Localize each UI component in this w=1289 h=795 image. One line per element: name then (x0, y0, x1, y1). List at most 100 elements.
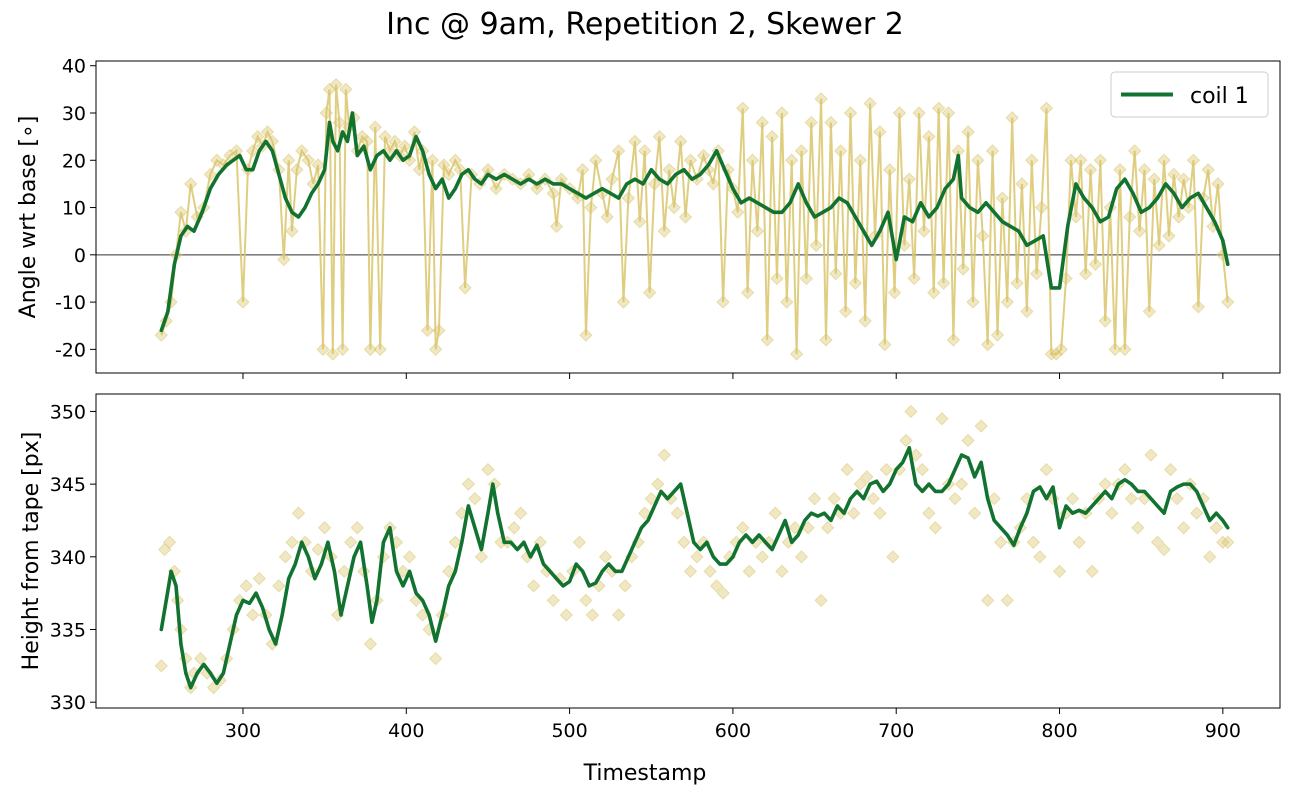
angle-raw-point (420, 323, 435, 338)
angle-raw-point (912, 106, 926, 120)
angle-smoothed-series-line (159, 111, 1230, 333)
height-raw-point (1203, 550, 1217, 564)
angle-raw-point (858, 314, 872, 328)
height-raw-point (899, 433, 913, 448)
height-raw-point (954, 477, 969, 491)
height-plot-frame (95, 393, 1281, 709)
angle-raw-point (966, 295, 980, 309)
legend-box (1110, 71, 1269, 118)
angle-raw-point (873, 125, 887, 139)
height-raw-point (974, 419, 988, 433)
height-raw-point (513, 506, 528, 520)
angle-raw-point (1020, 304, 1034, 319)
height-y-tick-label: 350 (50, 401, 86, 423)
angle-raw-point (1064, 153, 1078, 167)
height-raw-point (1163, 462, 1178, 477)
angle-raw-point (1142, 304, 1157, 319)
height-x-tick-label: 900 (1205, 720, 1241, 742)
height-raw-point (246, 608, 260, 622)
height-raw-point (481, 462, 495, 477)
height-raw-point (442, 564, 456, 579)
height-raw-point (670, 506, 685, 520)
height-raw-point (572, 535, 587, 549)
height-raw-point (794, 550, 809, 564)
height-raw-point (278, 550, 293, 564)
angle-y-tick-label: -20 (55, 339, 86, 361)
angle-raw-point (605, 172, 619, 186)
height-raw-point (935, 412, 949, 426)
height-raw-point (1124, 491, 1139, 506)
height-x-tick-label: 400 (388, 720, 424, 742)
height-raw-point (886, 550, 900, 564)
angle-raw-point (892, 106, 907, 120)
height-raw-point (461, 477, 476, 491)
angle-raw-point (1088, 257, 1103, 271)
height-raw-point (1033, 550, 1047, 564)
angle-raw-point (319, 106, 333, 120)
angle-raw-point (902, 172, 916, 186)
angle-raw-point (236, 295, 250, 309)
angle-raw-point (633, 215, 647, 229)
angle-raw-point (784, 153, 799, 167)
height-raw-point (716, 586, 730, 600)
height-raw-point (742, 564, 756, 579)
height-raw-point (1000, 593, 1014, 608)
height-x-tick-label: 500 (551, 720, 587, 742)
angle-raw-point (1167, 167, 1181, 182)
height-raw-point (598, 550, 613, 564)
height-raw-point (980, 593, 995, 608)
height-raw-point (651, 477, 665, 491)
angle-raw-point (922, 129, 936, 144)
angle-raw-point (174, 205, 188, 219)
height-raw-point (820, 521, 835, 535)
height-raw-point (922, 506, 936, 520)
height-raw-point (683, 564, 698, 579)
angle-raw-point (246, 144, 260, 158)
legend-entry-coil-1: coil 1 (1190, 84, 1249, 109)
angle-raw-point (907, 271, 921, 286)
angle-raw-point (799, 271, 814, 286)
angle-raw-point (971, 153, 985, 167)
height-raw-point (507, 521, 521, 535)
height-raw-point (1052, 564, 1067, 579)
legend: coil 1 (1110, 71, 1269, 118)
angle-raw-point (667, 200, 681, 215)
angle-raw-point (530, 181, 544, 196)
height-raw-point (1157, 542, 1171, 557)
angle-raw-point (863, 96, 877, 111)
angle-raw-point (448, 153, 462, 167)
height-raw-point (1190, 506, 1204, 520)
figure-title: Inc @ 9am, Repetition 2, Skewer 2 (386, 7, 904, 42)
height-raw-point (904, 404, 918, 419)
height-raw-point (847, 506, 861, 520)
height-raw-point (677, 535, 691, 549)
angle-raw-point (1078, 267, 1093, 281)
height-raw-point (585, 608, 600, 622)
angle-raw-point (1054, 342, 1068, 357)
angle-raw-point (378, 129, 392, 144)
angle-raw-point (936, 276, 951, 290)
angle-raw-point (716, 295, 730, 309)
height-raw-point (915, 462, 930, 477)
angle-raw-point (1000, 295, 1014, 309)
height-raw-point (736, 521, 750, 535)
angle-raw-point (736, 101, 750, 115)
height-raw-point (291, 506, 306, 520)
angle-y-tick-label: 20 (62, 150, 86, 172)
height-panel: 300 400 500 600 700 800 900 330 335 340 345 350 Hei… (19, 393, 1281, 742)
angle-raw-point (1123, 210, 1137, 224)
height-raw-point (879, 462, 894, 477)
angle-raw-point (332, 115, 347, 130)
height-raw-point (1150, 535, 1165, 549)
angle-raw-point (203, 167, 218, 182)
angle-plot-frame (95, 60, 1281, 374)
angle-raw-point (995, 191, 1010, 205)
angle-raw-point (295, 144, 309, 158)
angle-raw-point (428, 342, 443, 357)
angle-raw-point (1127, 144, 1142, 158)
height-raw-point (1131, 521, 1145, 535)
angle-raw-point (1093, 153, 1108, 167)
angle-raw-point (1039, 101, 1054, 115)
height-raw-point (755, 550, 770, 564)
angle-raw-point (1176, 172, 1191, 186)
